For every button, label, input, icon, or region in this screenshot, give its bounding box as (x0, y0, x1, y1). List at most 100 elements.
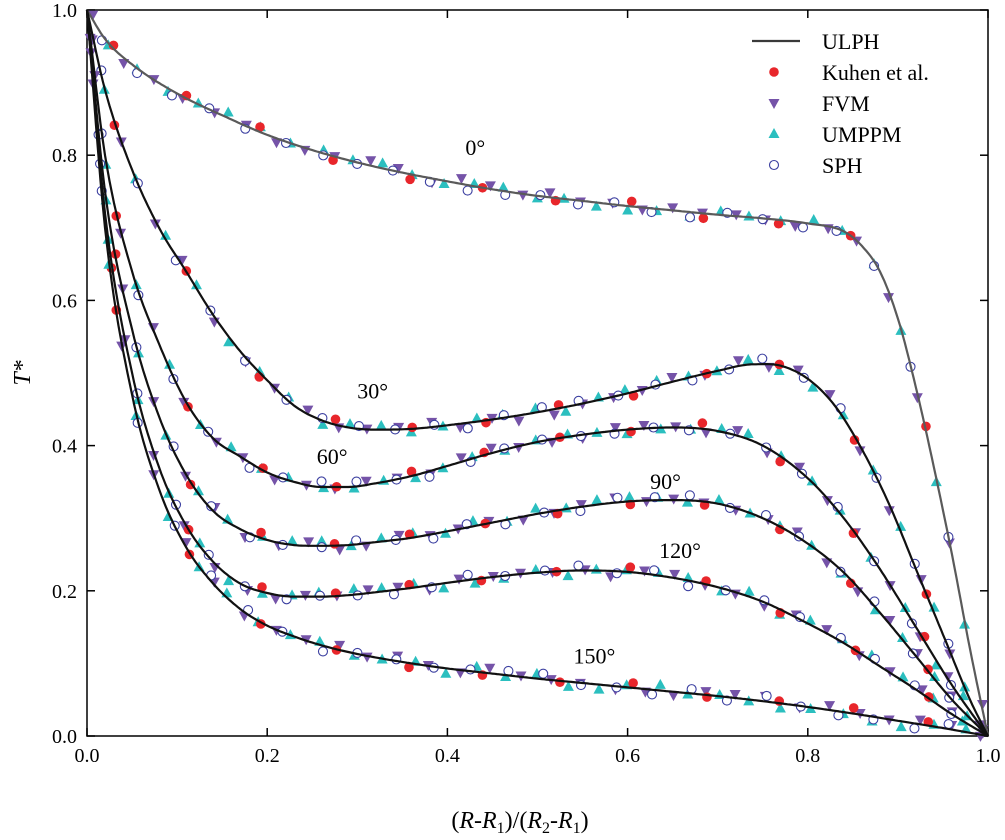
fvm-marker (270, 594, 282, 605)
fvm-marker (178, 397, 190, 408)
fvm-marker (544, 188, 556, 199)
sph-marker (317, 646, 329, 657)
umppm-marker (469, 577, 481, 588)
sph-marker (316, 542, 327, 553)
fvm-marker (911, 393, 923, 404)
data-markers (84, 10, 989, 742)
umppm-marker (899, 601, 911, 612)
kuhen-marker (848, 703, 859, 713)
fvm-marker (794, 462, 806, 473)
fvm-marker (792, 365, 804, 376)
umppm-marker (438, 178, 450, 189)
sph-marker (684, 212, 696, 223)
umppm-marker (194, 537, 206, 548)
ulph-curve (85, 9, 989, 737)
kuhen-marker (628, 678, 638, 688)
fvm-marker (149, 219, 161, 230)
legend-label: ULPH (822, 29, 880, 54)
umppm-marker (160, 229, 172, 240)
fvm-marker (302, 405, 314, 416)
kuhen-marker (257, 582, 267, 592)
fvm-marker (548, 410, 560, 421)
kuhen-marker (405, 174, 415, 185)
curve-labels: 0° 30° 60° 90° 120° 150° (317, 135, 701, 668)
umppm-marker (897, 632, 909, 643)
fvm-marker (729, 689, 741, 700)
umppm-marker (471, 412, 483, 423)
fvm-marker (732, 426, 744, 437)
fvm-marker (517, 515, 529, 526)
umppm-marker (286, 535, 298, 546)
umppm-marker (895, 721, 907, 732)
kuhen-marker (407, 422, 418, 433)
umppm-marker (929, 671, 941, 682)
fvm-marker (667, 691, 679, 702)
umppm-marker (560, 405, 572, 416)
x-tick-label: 1.0 (976, 745, 1001, 767)
umppm-marker (590, 563, 602, 574)
umppm-marker (375, 532, 387, 543)
x-axis-ticks: 0.0 0.2 0.4 0.6 0.8 1.0 (75, 10, 1001, 767)
sph-marker (757, 353, 768, 364)
umppm-marker (440, 667, 452, 678)
umppm-marker (562, 570, 574, 581)
sph-marker (943, 718, 954, 730)
kuhen-marker (256, 527, 266, 538)
umppm-marker (497, 181, 509, 192)
legend-label: Kuhen et al. (822, 60, 929, 85)
fvm-marker (639, 566, 651, 577)
umppm-marker (654, 678, 666, 689)
fvm-marker (393, 530, 405, 541)
fvm-marker (916, 685, 928, 696)
fvm-marker (148, 450, 160, 461)
umppm-marker (530, 502, 542, 513)
fvm-marker (269, 475, 281, 486)
x-tick-label: 0.6 (615, 745, 640, 767)
kuhen-marker (330, 414, 341, 425)
fvm-marker (669, 569, 681, 580)
kuhen-marker (404, 662, 414, 673)
umppm-marker (223, 336, 235, 347)
sph-marker (684, 490, 695, 501)
umppm-marker (928, 601, 940, 612)
sph-marker (683, 581, 694, 592)
umppm-marker (622, 204, 634, 215)
fvm-marker (821, 496, 833, 507)
y-tick-label: 0.8 (52, 145, 77, 167)
umppm-marker (375, 419, 387, 430)
ulph-curve (85, 9, 989, 738)
plot-frame (86, 9, 989, 737)
umppm-marker (806, 475, 818, 486)
sph-marker (316, 476, 327, 487)
fvm-marker (365, 156, 377, 167)
fvm-marker (484, 181, 496, 192)
umppm-marker (808, 213, 820, 224)
fvm-marker (914, 715, 926, 726)
kuhen-marker (775, 456, 785, 467)
fvm-marker (789, 221, 801, 232)
umppm-marker (222, 106, 234, 117)
y-tick-label: 0.2 (52, 581, 77, 603)
umppm-marker (317, 418, 329, 429)
sph-marker (462, 569, 473, 580)
fvm-marker (944, 649, 956, 660)
umppm-marker (191, 279, 203, 290)
kuhen-marker (773, 218, 784, 229)
fvm-marker (666, 373, 678, 384)
umppm-marker (440, 527, 452, 538)
umppm-marker (681, 496, 693, 507)
kuhen-marker (625, 562, 636, 572)
umppm-marker (223, 575, 235, 586)
sph-marker (835, 566, 846, 577)
ulph-curve (86, 9, 990, 737)
sph-marker (462, 423, 473, 434)
fvm-marker (455, 453, 467, 464)
y-tick-label: 0.6 (52, 290, 77, 312)
umppm-marker (192, 485, 204, 496)
y-tick-label: 0.0 (52, 726, 77, 748)
umppm-marker (377, 157, 389, 168)
fvm-marker (484, 663, 496, 674)
sph-marker (424, 471, 435, 482)
